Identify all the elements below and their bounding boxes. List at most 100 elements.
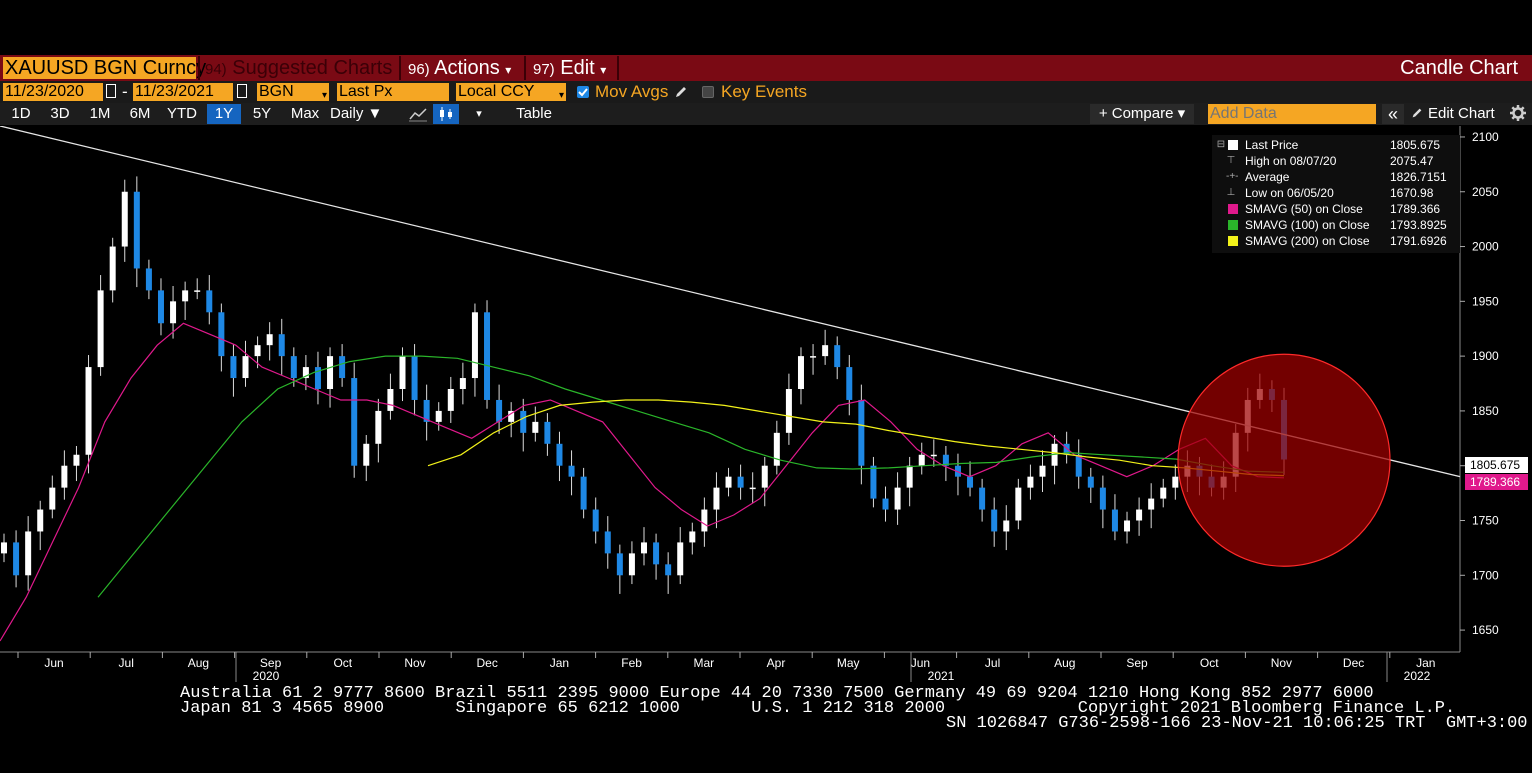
candle-body xyxy=(749,487,756,490)
candle-body xyxy=(520,410,527,433)
gear-icon[interactable] xyxy=(1509,104,1529,124)
x-tick-label: Nov xyxy=(1271,656,1292,670)
period-button-1d[interactable]: 1D xyxy=(11,105,31,122)
period-button-3d[interactable]: 3D xyxy=(50,105,70,122)
menu-separator xyxy=(524,56,526,80)
mov-avgs-checkbox[interactable] xyxy=(577,86,589,98)
edit-chevron-down-icon: ▾ xyxy=(600,63,607,77)
suggested-charts-number: 94) xyxy=(205,61,227,78)
legend-label: Average xyxy=(1245,170,1290,184)
candle-body xyxy=(411,356,418,400)
start-date-field[interactable]: 11/23/2020 xyxy=(3,83,103,101)
candle-body xyxy=(133,191,140,269)
candle-body xyxy=(399,356,406,389)
period-button-6m[interactable]: 6M xyxy=(129,105,151,122)
field-select[interactable]: Last Px xyxy=(337,83,449,101)
candle-body xyxy=(641,542,647,554)
edit-menu[interactable]: 97) Edit ▾ xyxy=(533,56,606,80)
x-tick-label: Jun xyxy=(44,656,63,670)
candle-body xyxy=(266,334,273,346)
candle-chart-icon[interactable] xyxy=(433,104,459,124)
suggested-charts-label: Suggested Charts xyxy=(232,57,393,79)
x-tick-label: Apr xyxy=(767,656,786,670)
end-date-field[interactable]: 11/23/2021 xyxy=(133,83,233,101)
candle-body xyxy=(628,553,635,576)
period-button-max[interactable]: Max xyxy=(290,105,320,122)
candle-body xyxy=(906,465,913,488)
candle-body xyxy=(1124,520,1131,532)
collapse-icon[interactable]: « xyxy=(1382,104,1404,124)
mov-avgs-label[interactable]: Mov Avgs xyxy=(595,82,669,101)
period-button-ytd[interactable]: YTD xyxy=(167,105,197,122)
legend-high[interactable]: ⊤ High on 08/07/20 2075.47 xyxy=(1212,153,1460,169)
line-chart-icon[interactable] xyxy=(407,105,429,123)
legend-sma50-swatch xyxy=(1228,204,1238,214)
candle-body xyxy=(810,356,817,358)
legend-expand-icon[interactable]: ⊟ xyxy=(1216,139,1226,150)
moving-averages xyxy=(0,322,1285,642)
candle-body xyxy=(1075,454,1082,477)
footer-contacts-line1: Australia 61 2 9777 8600 Brazil 5511 239… xyxy=(180,684,1374,703)
end-calendar-icon[interactable] xyxy=(237,84,247,98)
candle-body xyxy=(1087,476,1094,488)
candle-body xyxy=(677,542,684,576)
legend-sma100[interactable]: SMAVG (100) on Close 1793.8925 xyxy=(1212,217,1460,233)
frequency-select[interactable]: Daily ▼ xyxy=(330,105,383,122)
candle-body xyxy=(568,465,575,477)
candle-body xyxy=(73,454,80,466)
legend-last-price[interactable]: ⊟ Last Price 1805.675 xyxy=(1212,137,1460,153)
chart-style-chevron-down-icon[interactable]: ▾ xyxy=(476,108,482,120)
currency-select[interactable]: Local CCY ▾ xyxy=(456,83,566,101)
period-button-1y[interactable]: 1Y xyxy=(207,104,241,124)
candle-body xyxy=(254,345,261,357)
x-tick-label: Sep xyxy=(260,656,282,670)
candle-body xyxy=(49,487,56,510)
legend-average[interactable]: -+- Average 1826.7151 xyxy=(1212,169,1460,185)
key-events-label[interactable]: Key Events xyxy=(721,82,807,101)
candle-body xyxy=(327,356,334,389)
x-year-label: 2022 xyxy=(1404,669,1431,683)
table-button[interactable]: Table xyxy=(516,105,552,122)
legend-low[interactable]: ⊥ Low on 06/05/20 1670.98 xyxy=(1212,185,1460,201)
y-axis-ticks: 2100205020001950190018501800175017001650 xyxy=(1460,130,1499,637)
high-marker-icon: ⊤ xyxy=(1226,155,1236,166)
candle-body xyxy=(773,432,780,466)
menu-separator xyxy=(617,56,619,80)
pencil-icon[interactable] xyxy=(673,84,689,105)
candle-body xyxy=(713,487,720,510)
x-tick-label: Feb xyxy=(621,656,642,670)
legend-value: 1791.6926 xyxy=(1390,234,1447,248)
actions-menu[interactable]: 96) Actions ▾ xyxy=(408,56,511,80)
key-events-checkbox[interactable] xyxy=(702,86,714,98)
legend-label: High on 08/07/20 xyxy=(1245,154,1337,168)
candle-body xyxy=(894,487,901,510)
date-range-dash: - xyxy=(122,82,128,101)
security-ticker-field[interactable]: XAUUSD BGN Curncy xyxy=(3,57,207,79)
candle-body xyxy=(182,290,189,302)
candle-body xyxy=(218,312,225,357)
period-button-1m[interactable]: 1M xyxy=(89,105,111,122)
chart-legend[interactable]: ⊟ Last Price 1805.675 ⊤ High on 08/07/20… xyxy=(1212,135,1460,253)
last-price-tag: 1805.675 xyxy=(1465,457,1528,473)
legend-label: SMAVG (200) on Close xyxy=(1245,234,1370,248)
suggested-charts-menu[interactable]: 94) Suggested Charts xyxy=(205,56,392,80)
candle-body xyxy=(967,476,974,488)
x-tick-label: Oct xyxy=(1200,656,1219,670)
legend-value: 2075.47 xyxy=(1390,154,1434,168)
candle-body xyxy=(447,389,454,411)
compare-button[interactable]: + Compare ▾ xyxy=(1090,104,1194,124)
price-chart[interactable]: 2100205020001950190018501800175017001650… xyxy=(0,126,1532,686)
legend-last-price-swatch xyxy=(1228,140,1238,150)
legend-sma50[interactable]: SMAVG (50) on Close 1789.366 xyxy=(1212,201,1460,217)
start-calendar-icon[interactable] xyxy=(106,84,116,98)
x-tick-label: Aug xyxy=(1054,656,1075,670)
legend-sma200[interactable]: SMAVG (200) on Close 1791.6926 xyxy=(1212,233,1460,249)
x-tick-label: Oct xyxy=(333,656,352,670)
x-tick-label: Mar xyxy=(693,656,714,670)
edit-chart-button[interactable]: Edit Chart xyxy=(1428,105,1495,122)
source-select[interactable]: BGN ▾ xyxy=(257,83,329,101)
candle-body xyxy=(918,454,925,466)
add-data-input[interactable] xyxy=(1208,104,1376,124)
candle-body xyxy=(532,421,539,433)
period-button-5y[interactable]: 5Y xyxy=(252,105,272,122)
